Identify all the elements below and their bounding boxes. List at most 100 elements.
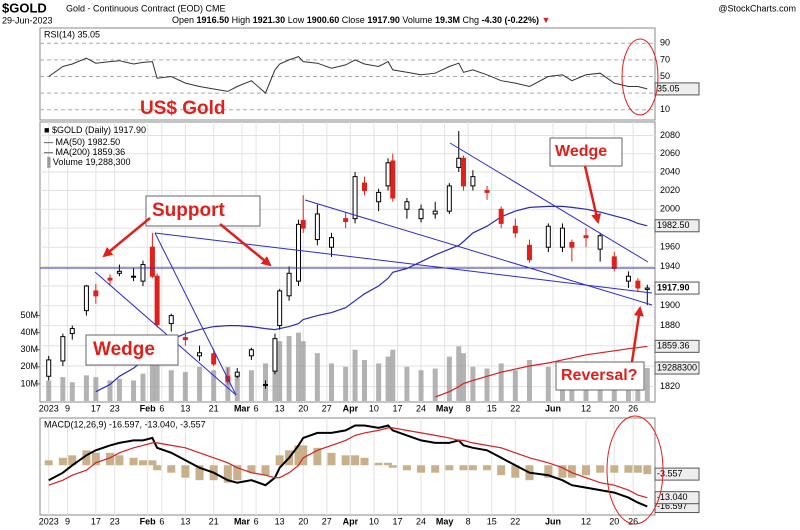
candle-body xyxy=(456,157,462,168)
volume-bar xyxy=(460,353,466,401)
histogram-bar xyxy=(153,465,162,471)
candle-body xyxy=(418,208,424,220)
candle-body xyxy=(300,220,306,229)
text-part: 1917.90 xyxy=(367,15,400,25)
text-part: 1859.36 xyxy=(93,147,126,157)
x-tick-label: 26 xyxy=(628,516,638,526)
volume-bar xyxy=(418,370,424,401)
value-box xyxy=(654,82,700,96)
histogram-bar xyxy=(44,460,53,466)
histogram-bar xyxy=(299,445,308,466)
value-label: 1859.36 xyxy=(657,341,690,351)
value-label: 1917.90 xyxy=(657,282,690,292)
arrow xyxy=(583,165,602,224)
histogram-bar xyxy=(402,465,411,471)
value-label: -13.040 xyxy=(657,492,688,502)
volume-bar xyxy=(248,370,254,401)
candle-body xyxy=(234,371,240,377)
volume-bar xyxy=(644,368,650,401)
annotation: Reversal? xyxy=(561,367,638,384)
x-tick-label: Apr xyxy=(343,403,359,413)
histogram-bar xyxy=(68,455,77,466)
volume-bar xyxy=(361,359,367,401)
x-tick-label: 15 xyxy=(487,403,497,413)
histogram-bar xyxy=(483,465,492,471)
x-tick-label: Feb xyxy=(140,403,157,413)
candle-body xyxy=(329,237,335,248)
volume-bar xyxy=(116,378,122,401)
y-tick-label: 1880 xyxy=(660,320,680,330)
value-box xyxy=(654,491,700,505)
histogram-bar xyxy=(497,465,506,476)
histogram-bar xyxy=(91,452,100,466)
candle-body xyxy=(597,235,603,250)
x-tick-label: 22 xyxy=(510,516,520,526)
x-tick-label: 17 xyxy=(91,516,101,526)
candle-body xyxy=(286,272,292,297)
x-tick-label: 13 xyxy=(180,516,190,526)
histogram-bar xyxy=(313,447,322,466)
value-label: 1982.50 xyxy=(657,220,690,230)
x-tick-label: 8 xyxy=(466,403,471,413)
text-part: Volume xyxy=(402,15,432,25)
x-tick-label: 23 xyxy=(110,403,120,413)
candle-body xyxy=(182,337,188,341)
candle-body xyxy=(263,383,269,386)
volume-bar xyxy=(154,353,160,401)
highlight-circle xyxy=(621,38,659,116)
y-tick-label: 50M xyxy=(20,310,38,320)
y-tick-label: 2080 xyxy=(660,130,680,140)
histogram-bar xyxy=(624,465,633,473)
histogram-bar xyxy=(233,465,242,481)
x-tick-label: 21 xyxy=(209,403,219,413)
rsi-panel xyxy=(39,27,656,121)
x-tick-label: 9 xyxy=(65,516,70,526)
volume-bar xyxy=(182,371,188,401)
x-tick-label: 24 xyxy=(416,403,426,413)
text-part: High xyxy=(232,15,251,25)
candle-body xyxy=(390,160,396,199)
x-tick-label: 17 xyxy=(91,403,101,413)
volume-bar xyxy=(352,349,358,401)
panel-title: MACD(12,26,9) -16.597, -13.040, -3.557 xyxy=(44,419,206,429)
volume-bar xyxy=(107,380,113,401)
candle-body xyxy=(498,208,504,224)
histogram-bar xyxy=(129,457,138,466)
annotation: Wedge xyxy=(555,143,607,160)
histogram-bar xyxy=(610,465,619,473)
annotation: US$ Gold xyxy=(140,98,226,119)
volume-bar xyxy=(296,332,302,401)
x-tick-label: 2023 xyxy=(39,516,59,526)
candle-body xyxy=(272,338,278,372)
annotation: Support xyxy=(152,200,225,221)
histogram-bar xyxy=(511,465,520,478)
candle-body xyxy=(569,241,575,248)
legend-title: ■ $GOLD (Daily) 1917.90 xyxy=(44,125,146,135)
candle-body xyxy=(60,336,66,362)
x-tick-label: 6 xyxy=(159,516,164,526)
value-label: 19288300 xyxy=(657,362,697,372)
x-tick-label: 6 xyxy=(254,403,259,413)
y-tick-label: 2060 xyxy=(660,148,680,158)
volume-bar xyxy=(404,366,410,401)
histogram-bar xyxy=(181,465,190,478)
down-icon: ▼ xyxy=(542,15,551,25)
x-tick-label: 26 xyxy=(628,403,638,413)
text-part: Chg xyxy=(462,15,479,25)
histogram-bar xyxy=(138,460,147,466)
text-part: Low xyxy=(288,15,305,25)
text-part: MA(50) xyxy=(56,137,86,147)
y-tick-label: 30M xyxy=(20,344,38,354)
text-part: $GOLD (Daily) 1917.90 xyxy=(52,125,146,135)
volume-bar xyxy=(526,359,532,401)
x-tick-label: 20 xyxy=(298,516,308,526)
x-tick-label: 6 xyxy=(254,516,259,526)
annotation: Wedge xyxy=(93,339,155,360)
legend-swatch: — xyxy=(44,137,56,147)
x-tick-label: 12 xyxy=(581,516,591,526)
candle-body xyxy=(131,275,137,278)
y-tick-label: 90 xyxy=(660,38,670,48)
y-tick-label: 2020 xyxy=(660,185,680,195)
x-tick-label: 6 xyxy=(159,403,164,413)
candle-body xyxy=(116,270,122,274)
